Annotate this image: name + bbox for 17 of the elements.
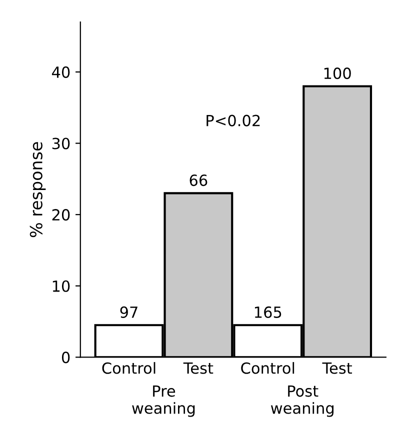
x-tick-label: Control xyxy=(102,362,156,374)
y-tick-label: 0 xyxy=(62,352,70,364)
text: Pre weaning xyxy=(132,385,195,417)
x-tick-label: Control xyxy=(241,362,294,374)
x-tick-label: Test xyxy=(322,362,352,374)
annotation: 97 xyxy=(120,306,138,318)
y-axis-title: % response xyxy=(30,142,46,238)
y-tick-label: 10 xyxy=(52,280,70,292)
annotation: 165 xyxy=(254,306,282,318)
annotation: 100 xyxy=(324,68,351,80)
y-tick-label: 20 xyxy=(52,209,70,221)
text: Post weaning xyxy=(270,385,334,417)
y-tick-label: 40 xyxy=(52,66,70,78)
annotation: 66 xyxy=(190,174,208,186)
annotation: P<0.02 xyxy=(206,114,260,126)
x-tick-label: Test xyxy=(183,362,214,374)
y-tick-label: 30 xyxy=(52,138,70,150)
